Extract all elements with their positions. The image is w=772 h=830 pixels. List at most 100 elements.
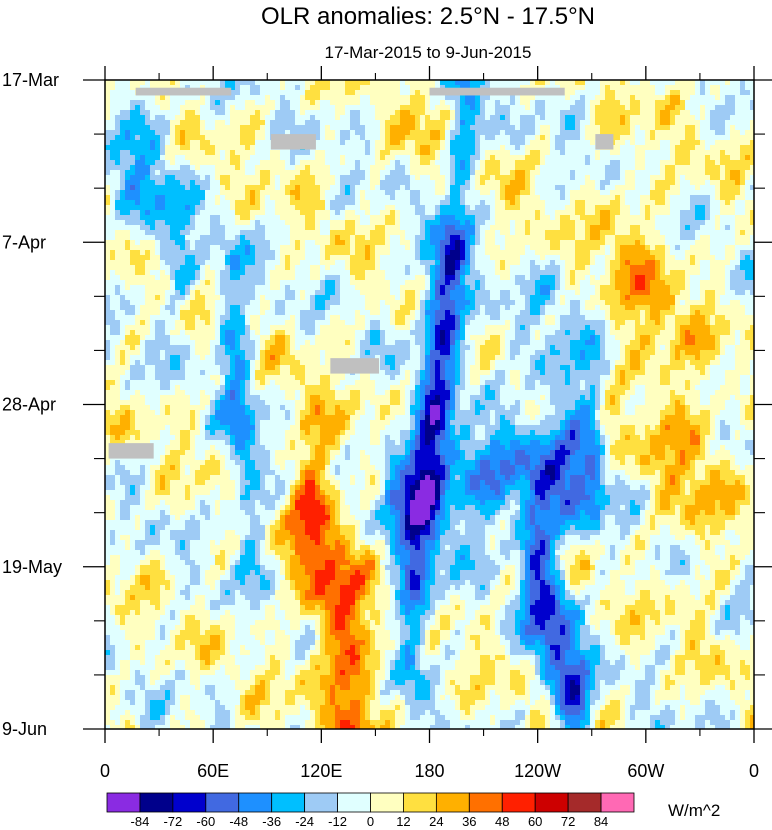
heat-cell	[505, 255, 511, 261]
heat-cell	[565, 235, 571, 241]
heat-cell	[400, 185, 406, 191]
heat-cell	[510, 200, 516, 206]
heat-cell	[690, 200, 696, 206]
heat-cell	[200, 205, 206, 211]
heat-cell	[225, 255, 231, 261]
heat-cell	[380, 155, 386, 161]
heat-cell	[735, 265, 741, 271]
heat-cell	[330, 100, 336, 106]
heat-cell	[400, 135, 406, 141]
heat-cell	[525, 125, 531, 131]
heat-cell	[590, 135, 596, 141]
heat-cell	[390, 100, 396, 106]
heat-cell	[275, 100, 281, 106]
heat-cell	[570, 260, 576, 266]
heat-cell	[545, 250, 551, 256]
heat-cell	[175, 255, 181, 261]
heat-cell	[210, 210, 216, 216]
heat-cell	[685, 220, 691, 226]
heat-cell	[435, 105, 441, 111]
heat-cell	[375, 105, 381, 111]
heat-cell	[105, 120, 111, 126]
heat-cell	[385, 90, 391, 96]
heat-cell	[465, 190, 471, 196]
heat-cell	[465, 230, 471, 236]
heat-cell	[715, 100, 721, 106]
heat-cell	[155, 200, 161, 206]
heat-cell	[195, 255, 201, 261]
heat-cell	[350, 90, 356, 96]
heat-cell	[480, 225, 486, 231]
heat-cell	[370, 165, 376, 171]
heat-cell	[435, 215, 441, 221]
heat-cell	[680, 240, 686, 246]
heat-cell	[230, 165, 236, 171]
heat-cell	[335, 225, 341, 231]
heat-cell	[305, 80, 311, 86]
heat-cell	[585, 90, 591, 96]
heat-cell	[430, 230, 436, 236]
heat-cell	[645, 85, 651, 91]
heat-cell	[630, 140, 636, 146]
heat-cell	[130, 250, 136, 256]
heat-cell	[105, 260, 111, 266]
heat-cell	[650, 195, 656, 201]
heat-cell	[510, 240, 516, 246]
heat-cell	[385, 115, 391, 121]
heat-cell	[430, 135, 436, 141]
heat-cell	[325, 255, 331, 261]
heat-cell	[260, 270, 266, 276]
heat-cell	[585, 180, 591, 186]
heat-cell	[145, 195, 151, 201]
heat-cell	[340, 105, 346, 111]
heat-cell	[315, 145, 321, 151]
heat-cell	[130, 245, 136, 251]
heat-cell	[395, 240, 401, 246]
heat-cell	[110, 170, 116, 176]
heat-cell	[145, 220, 151, 226]
heat-cell	[570, 80, 576, 86]
heat-cell	[335, 145, 341, 151]
heat-cell	[435, 130, 441, 136]
heat-cell	[570, 105, 576, 111]
heat-cell	[425, 225, 431, 231]
heat-cell	[470, 240, 476, 246]
heat-cell	[725, 155, 731, 161]
heat-cell	[210, 190, 216, 196]
heat-cell	[555, 170, 561, 176]
heat-cell	[285, 130, 291, 136]
heat-cell	[615, 85, 621, 91]
heat-cell	[620, 225, 626, 231]
heat-cell	[650, 110, 656, 116]
heat-cell	[225, 205, 231, 211]
heat-cell	[140, 225, 146, 231]
heat-cell	[250, 255, 256, 261]
heat-cell	[420, 95, 426, 101]
heat-cell	[165, 205, 171, 211]
heat-cell	[735, 190, 741, 196]
heat-cell	[320, 150, 326, 156]
heat-cell	[420, 140, 426, 146]
heat-cell	[265, 175, 271, 181]
heat-cell	[505, 80, 511, 86]
heat-cell	[315, 80, 321, 86]
heat-cell	[610, 205, 616, 211]
heat-cell	[125, 125, 131, 131]
heat-cell	[165, 260, 171, 266]
heat-cell	[735, 135, 741, 141]
heat-cell	[300, 105, 306, 111]
heat-cell	[145, 110, 151, 116]
heat-cell	[190, 260, 196, 266]
heat-cell	[350, 180, 356, 186]
heat-cell	[655, 160, 661, 166]
heat-cell	[165, 155, 171, 161]
heat-cell	[155, 235, 161, 241]
heat-cell	[485, 105, 491, 111]
heat-cell	[120, 80, 126, 86]
heat-cell	[730, 240, 736, 246]
heat-cell	[530, 135, 536, 141]
heat-cell	[725, 150, 731, 156]
heat-cell	[300, 220, 306, 226]
heat-cell	[405, 260, 411, 266]
heat-cell	[360, 210, 366, 216]
